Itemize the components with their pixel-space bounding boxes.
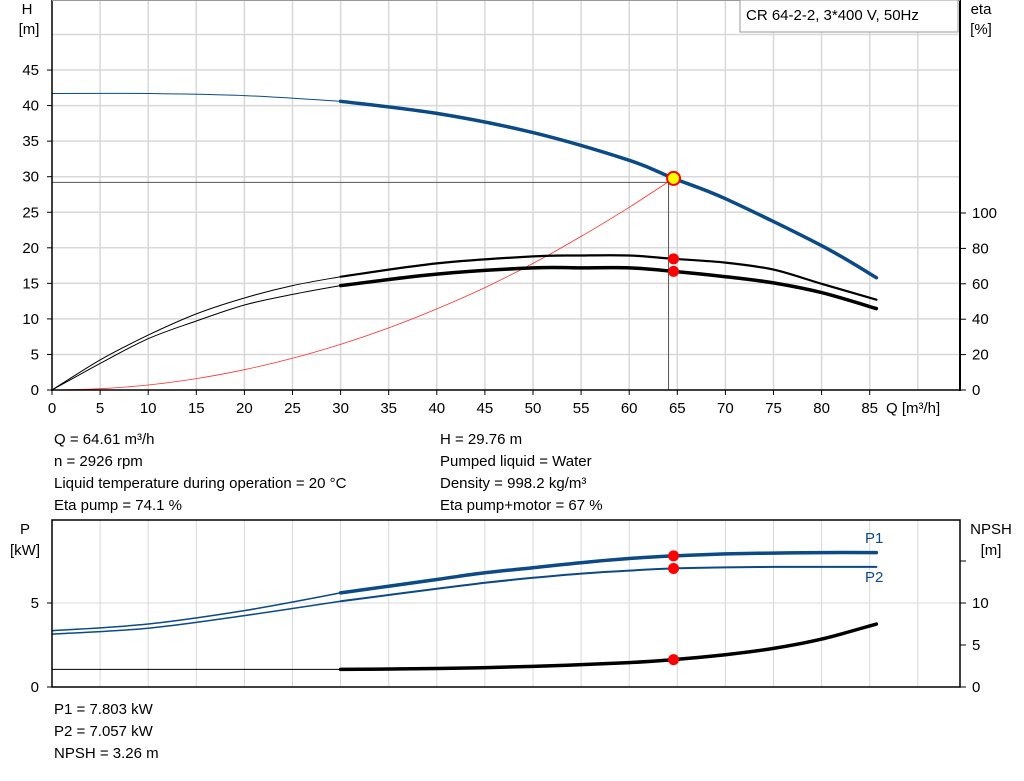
- p2-duty-point: [668, 562, 680, 574]
- tick-labels: 0 5 10 15 20 25 30 35 40 45 50 55 60 65 70 75 80 85051015…: [22, 62, 997, 696]
- head-duty-point: [666, 170, 682, 186]
- head-curve: [338, 99, 879, 280]
- p-tick-label: 0: [31, 679, 39, 696]
- p-tick-label: 5: [31, 595, 39, 612]
- p1-curve: [338, 550, 879, 595]
- eta-pump-curve-extrapolated: [51, 276, 341, 391]
- h-tick-label: 35: [22, 133, 39, 150]
- eta-pump-curve: [339, 254, 878, 301]
- npsh-value: NPSH = 3.26 m: [54, 745, 159, 762]
- eta-pump-motor-duty-point: [668, 265, 680, 277]
- duty-info-left: Q = 64.61 m³/h n = 2926 rpm Liquid tempe…: [54, 429, 346, 517]
- x-tick-label: 60: [621, 400, 638, 417]
- x-tick-label: 80: [813, 400, 830, 417]
- eta-pump-duty-point: [668, 253, 680, 265]
- flow-value: Q = 64.61 m³/h: [54, 431, 155, 448]
- h-tick-label: 40: [22, 98, 39, 115]
- x-tick-label: 20: [236, 400, 253, 417]
- bottom-grid: [52, 520, 960, 687]
- eta-tick-label: 80: [972, 240, 989, 257]
- p1-duty-point: [668, 550, 680, 562]
- x-tick-label: 5: [96, 400, 104, 417]
- eta-pump-motor-curve-extrapolated: [51, 285, 341, 391]
- x-tick-label: 40: [428, 400, 445, 417]
- p1-curve-extrapolated: [51, 592, 341, 632]
- eta-tick-label: 100: [972, 205, 997, 222]
- x-tick-label: 75: [765, 400, 782, 417]
- h-tick-label: 15: [22, 275, 39, 292]
- eta-tick-label: 40: [972, 311, 989, 328]
- curves: [51, 92, 879, 672]
- eta-pump-motor-curve: [338, 265, 879, 311]
- h-axis-label: H: [22, 1, 33, 18]
- top-grid: [52, 0, 960, 390]
- npsh-axis-label: NPSH: [970, 521, 1012, 538]
- x-tick-label: 25: [284, 400, 301, 417]
- p2-value: P2 = 7.057 kW: [54, 723, 153, 740]
- x-tick-label: 70: [717, 400, 734, 417]
- eta-axis-label: eta: [971, 1, 993, 18]
- h-tick-label: 10: [22, 311, 39, 328]
- eta-pump-motor-value: Eta pump+motor = 67 %: [440, 497, 603, 514]
- eta-pump-value: Eta pump = 74.1 %: [54, 497, 182, 514]
- x-tick-label: 10: [140, 400, 157, 417]
- x-tick-label: 85: [861, 400, 878, 417]
- q-axis-label: Q [m³/h]: [886, 400, 940, 417]
- x-tick-label: 0: [48, 400, 56, 417]
- p2-curve: [339, 565, 878, 603]
- p-axis-label: P: [20, 521, 30, 538]
- p2-curve-label: P2: [865, 569, 883, 586]
- duty-info-right: H = 29.76 m Pumped liquid = Water Densit…: [440, 429, 603, 517]
- legend-text: CR 64-2-2, 3*400 V, 50Hz: [746, 7, 919, 24]
- axes: [47, 0, 966, 688]
- h-tick-label: 5: [31, 346, 39, 363]
- npsh-tick-label: 5: [972, 637, 980, 654]
- power-info: P1 = 7.803 kW P2 = 7.057 kW NPSH = 3.26 …: [54, 699, 159, 765]
- head-value: H = 29.76 m: [440, 431, 523, 448]
- h-axis-unit: [m]: [19, 21, 40, 38]
- p1-value: P1 = 7.803 kW: [54, 701, 153, 718]
- liquid-temperature: Liquid temperature during operation = 20…: [54, 475, 347, 492]
- eta-tick-label: 20: [972, 347, 989, 364]
- eta-axis-unit: [%]: [970, 21, 992, 38]
- npsh-tick-label: 0: [972, 679, 980, 696]
- head-curve-extrapolated: [51, 92, 341, 102]
- x-tick-label: 45: [477, 400, 494, 417]
- pumped-liquid: Pumped liquid = Water: [440, 453, 592, 470]
- density-value: Density = 998.2 kg/m³: [440, 475, 587, 492]
- x-tick-label: 35: [380, 400, 397, 417]
- p2-curve-extrapolated: [51, 600, 341, 635]
- x-tick-label: 65: [669, 400, 686, 417]
- h-tick-label: 0: [31, 382, 39, 399]
- npsh-tick-label: 10: [972, 595, 989, 612]
- x-tick-label: 15: [188, 400, 205, 417]
- p-axis-unit: [kW]: [10, 542, 40, 559]
- eta-tick-label: 0: [972, 382, 980, 399]
- npsh-axis-unit: [m]: [981, 542, 1002, 559]
- x-tick-label: 50: [525, 400, 542, 417]
- h-tick-label: 25: [22, 204, 39, 221]
- eta-tick-label: 60: [972, 276, 989, 293]
- npsh-duty-point: [668, 654, 680, 666]
- h-tick-label: 20: [22, 240, 39, 257]
- x-tick-label: 30: [332, 400, 349, 417]
- speed-value: n = 2926 rpm: [54, 453, 143, 470]
- p1-curve-label: P1: [865, 530, 883, 547]
- h-tick-label: 45: [22, 62, 39, 79]
- legend-box: CR 64-2-2, 3*400 V, 50Hz: [739, 0, 959, 33]
- h-tick-label: 30: [22, 169, 39, 186]
- npsh-curve: [338, 622, 879, 672]
- x-tick-label: 55: [573, 400, 590, 417]
- system-curve: [51, 178, 674, 391]
